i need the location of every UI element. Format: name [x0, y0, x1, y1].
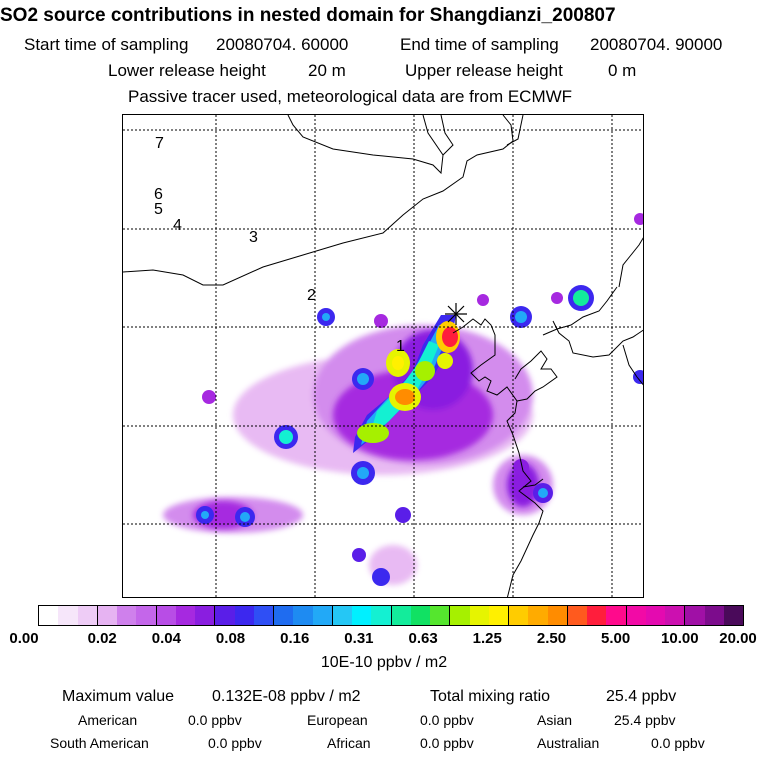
- colorbar-tick-label: 10.00: [661, 630, 699, 647]
- color-scale-cell: [155, 606, 176, 625]
- max-value: 0.132E-08 ppbv / m2: [212, 688, 361, 705]
- map-canvas: 7 6 5 4 3 2 1: [123, 115, 643, 597]
- lower-height-value: 20 m: [308, 61, 346, 80]
- map-label-1: 1: [396, 338, 405, 355]
- color-scale-cell: [77, 606, 97, 625]
- colorbar-tick-label: 0.63: [408, 630, 438, 647]
- lower-height-label: Lower release height: [108, 61, 266, 80]
- color-scale-cell: [293, 606, 313, 625]
- end-time-label: End time of sampling: [400, 35, 559, 54]
- graticule: [123, 115, 643, 597]
- color-scale-bar: [38, 605, 744, 626]
- colorbar-tick-label: 0.31: [344, 630, 374, 647]
- concentration-field: [163, 213, 643, 586]
- color-scale-cell: [547, 606, 567, 625]
- color-scale-cell: [214, 606, 235, 625]
- map-label-5: 5: [154, 201, 163, 218]
- color-scale-cell: [430, 606, 450, 625]
- total-mixing-label: Total mixing ratio: [430, 688, 551, 705]
- map-panel: 7 6 5 4 3 2 1: [122, 114, 644, 598]
- region-name-american: American: [78, 712, 138, 728]
- colorbar-tick-label: 0.08: [215, 630, 246, 647]
- color-scale-cell: [645, 606, 665, 625]
- region-value-african: 0.0 ppbv: [420, 735, 474, 751]
- color-scale-cell: [508, 606, 529, 625]
- colorbar-tick-label: 5.00: [601, 630, 631, 647]
- map-label-4: 4: [173, 217, 182, 234]
- color-scale-cell: [136, 606, 156, 625]
- color-scale-cell: [331, 606, 352, 625]
- colorbar-tick-label: 0.16: [280, 630, 310, 647]
- color-scale-cell: [195, 606, 215, 625]
- color-scale-cell: [625, 606, 646, 625]
- map-label-2: 2: [307, 287, 316, 304]
- coastlines-and-borders: [123, 115, 643, 597]
- color-scale-cell: [352, 606, 372, 625]
- color-scale-cell: [606, 606, 626, 625]
- map-label-6: 6: [154, 186, 163, 203]
- color-scale-cell: [390, 606, 411, 625]
- region-name-asian: Asian: [537, 712, 573, 728]
- region-name-south-american: South American: [50, 735, 149, 751]
- tracer-note: Passive tracer used, meteorological data…: [128, 87, 573, 106]
- color-scale-cell: [528, 606, 548, 625]
- upper-height-value: 0 m: [608, 61, 637, 80]
- color-scale-cell: [273, 606, 294, 625]
- colorbar-tick-label: 0.02: [87, 630, 117, 647]
- region-value-european: 0.0 ppbv: [420, 712, 474, 728]
- color-scale-cell: [665, 606, 685, 625]
- colorbar-tick-label: 20.00: [719, 630, 757, 647]
- region-value-australian: 0.0 ppbv: [651, 735, 705, 751]
- color-scale-cell: [253, 606, 273, 625]
- map-label-7: 7: [155, 135, 164, 152]
- start-time-label: Start time of sampling: [24, 35, 189, 54]
- color-scale-cell: [704, 606, 724, 625]
- colorbar-units: 10E-10 ppbv / m2: [320, 654, 448, 671]
- color-scale-cell: [723, 606, 743, 625]
- color-scale-cell: [449, 606, 470, 625]
- color-scale-cell: [410, 606, 430, 625]
- region-name-european: European: [307, 712, 368, 728]
- region-value-south-american: 0.0 ppbv: [208, 735, 262, 751]
- color-scale-cell: [566, 606, 587, 625]
- color-scale-cell: [234, 606, 254, 625]
- colorbar-tick-label: 2.50: [536, 630, 567, 647]
- colorbar-tick-label: 0.04: [151, 630, 181, 647]
- colorbar-tick-label: 1.25: [472, 630, 502, 647]
- region-name-australian: Australian: [537, 735, 600, 751]
- max-value-label: Maximum value: [62, 688, 175, 705]
- colorbar-tick-label: 0.00: [9, 630, 39, 647]
- map-label-3: 3: [249, 229, 258, 246]
- color-scale-cell: [587, 606, 607, 625]
- color-scale-cell: [488, 606, 508, 625]
- region-value-asian: 25.4 ppbv: [614, 712, 676, 728]
- color-scale-cell: [371, 606, 391, 625]
- plot-title: SO2 source contributions in nested domai…: [0, 5, 616, 26]
- color-scale-cell: [96, 606, 117, 625]
- color-scale-cell: [312, 606, 332, 625]
- end-time-value: 20080704. 90000: [590, 35, 723, 54]
- color-scale-cell: [39, 606, 59, 625]
- color-scale-cell: [175, 606, 195, 625]
- color-scale-cell: [117, 606, 137, 625]
- region-name-african: African: [327, 735, 371, 751]
- total-mixing-value: 25.4 ppbv: [606, 688, 677, 705]
- receptor-star-icon: [445, 303, 467, 325]
- color-scale-cell: [684, 606, 705, 625]
- region-value-american: 0.0 ppbv: [188, 712, 242, 728]
- color-scale-cell: [58, 606, 78, 625]
- start-time-value: 20080704. 60000: [216, 35, 349, 54]
- upper-height-label: Upper release height: [405, 61, 563, 80]
- color-scale-cell: [469, 606, 489, 625]
